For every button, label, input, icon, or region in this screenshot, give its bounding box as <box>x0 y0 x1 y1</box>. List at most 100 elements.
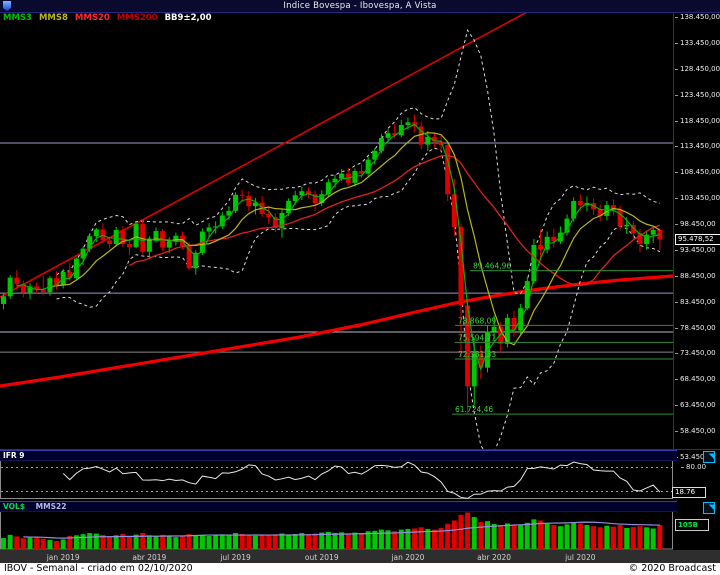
volume-bar <box>305 534 311 549</box>
vol-panel-header[interactable]: VOL$ MMS22 <box>0 501 677 512</box>
volume-bar <box>392 531 398 549</box>
volume-bar <box>418 527 424 549</box>
volume-bar <box>14 536 20 549</box>
y-axis-tick: 108.450,00 <box>674 168 720 177</box>
volume-bar <box>518 525 524 549</box>
volume-bar <box>60 539 66 549</box>
last-price-marker: 95.478,52 <box>675 234 720 246</box>
ifr-level-high-label: 80.00 <box>680 463 707 471</box>
volume-bar <box>604 525 610 549</box>
volume-bar <box>398 529 404 549</box>
volume-bar <box>465 512 471 549</box>
mms3-line <box>16 123 661 372</box>
x-axis-tick: abr 2020 <box>477 553 512 562</box>
volume-bar <box>140 533 146 549</box>
volume-bar <box>213 535 219 549</box>
volume-bar <box>246 534 252 549</box>
y-axis-tick: 103.450,00 <box>674 194 720 203</box>
chart-title: Indice Bovespa - Ibovespa, A Vista <box>283 1 437 11</box>
level-label: 78.868,09 <box>458 316 496 325</box>
volume-bar <box>87 533 93 549</box>
volume-bar <box>173 537 179 549</box>
volume-bar <box>266 535 272 549</box>
volume-bar <box>551 525 557 549</box>
volume-bar <box>180 535 186 549</box>
volume-bar <box>34 537 40 549</box>
volume-bar <box>405 528 411 549</box>
legend-item-mms3: MMS3 <box>3 13 32 23</box>
mms200-line <box>0 274 673 388</box>
y-axis-tick: 78.450,00 <box>675 323 716 332</box>
volume-bar <box>339 532 345 549</box>
level-label: 89.464,96 <box>473 262 511 271</box>
volume-bar <box>146 535 152 549</box>
volume-bar <box>491 523 497 549</box>
level-label: 61.724,46 <box>455 405 493 414</box>
legend-item-bb9200: BB9±2,00 <box>164 13 212 23</box>
volume-bar <box>577 523 583 549</box>
volume-bar <box>498 525 504 549</box>
expand-icon[interactable]: ◥ <box>703 451 715 463</box>
ifr-panel-header[interactable]: IFR 9 <box>0 450 677 461</box>
status-bar: IBOV - Semanal - criado em 02/10/2020 © … <box>0 563 720 575</box>
volume-bar <box>120 533 126 549</box>
app-icon <box>3 1 11 11</box>
title-bar: Indice Bovespa - Ibovespa, A Vista <box>0 0 720 13</box>
volume-bar <box>259 534 265 549</box>
volume-bar <box>325 531 331 549</box>
volume-bar <box>425 528 431 549</box>
volume-bar <box>624 528 630 549</box>
volume-bar <box>206 535 212 549</box>
y-axis-tick: 138.450,00 <box>674 13 720 21</box>
volume-bar <box>372 530 378 549</box>
y-axis-tick: 83.450,00 <box>675 297 716 306</box>
volume-bar <box>239 533 245 549</box>
volume-bar <box>365 531 371 549</box>
volume-bar <box>378 529 384 549</box>
legend-item-mms8: MMS8 <box>38 13 68 23</box>
volume-bar <box>597 527 603 549</box>
ifr-value-marker: 18.76 <box>672 487 706 498</box>
volume-bar <box>359 533 365 549</box>
y-axis-tick: 123.450,00 <box>674 90 720 99</box>
bollinger-upper <box>56 28 661 295</box>
volume-bar <box>644 527 650 549</box>
volume-bar <box>113 535 119 549</box>
time-axis[interactable]: jan 2019 abr 2019 jul 2019 out 2019 jan 2020… <box>0 550 720 563</box>
volume-bar <box>451 520 457 549</box>
volume-bar <box>7 534 13 549</box>
volume-bar <box>431 529 437 549</box>
volume-bar <box>233 533 239 549</box>
volume-bar <box>286 534 292 549</box>
volume-bar <box>571 522 577 549</box>
vol-value-marker: 105B <box>675 519 709 531</box>
volume-bar <box>27 537 33 549</box>
y-axis-tick: 133.450,00 <box>674 38 720 47</box>
volume-bar <box>458 514 464 549</box>
volume-bar <box>47 539 53 549</box>
mms20-line <box>129 154 661 287</box>
legend-item-mms20: MMS20 <box>74 13 110 23</box>
volume-bar <box>20 538 26 549</box>
volume-bar <box>193 535 199 549</box>
volume-bar <box>484 521 490 549</box>
volume-bar <box>544 523 550 549</box>
volume-bar <box>637 526 643 549</box>
volume-bar <box>126 535 132 549</box>
vol-mms22-line <box>23 521 660 539</box>
volume-bar <box>591 526 597 549</box>
level-label: 75.594,71 <box>458 333 496 342</box>
y-axis-tick: 68.450,00 <box>675 375 716 384</box>
volume-bar <box>272 534 278 549</box>
x-axis-tick: jan 2019 <box>46 553 80 562</box>
volume-bar <box>226 535 232 549</box>
volume-bar <box>312 533 318 549</box>
y-axis-tick: 88.450,00 <box>675 271 716 280</box>
volume-bar <box>511 524 517 549</box>
expand-icon[interactable]: ◥ <box>703 502 715 514</box>
bollinger-lower <box>56 147 661 449</box>
y-axis-tick: 118.450,00 <box>674 116 720 125</box>
volume-layer <box>1 512 663 549</box>
